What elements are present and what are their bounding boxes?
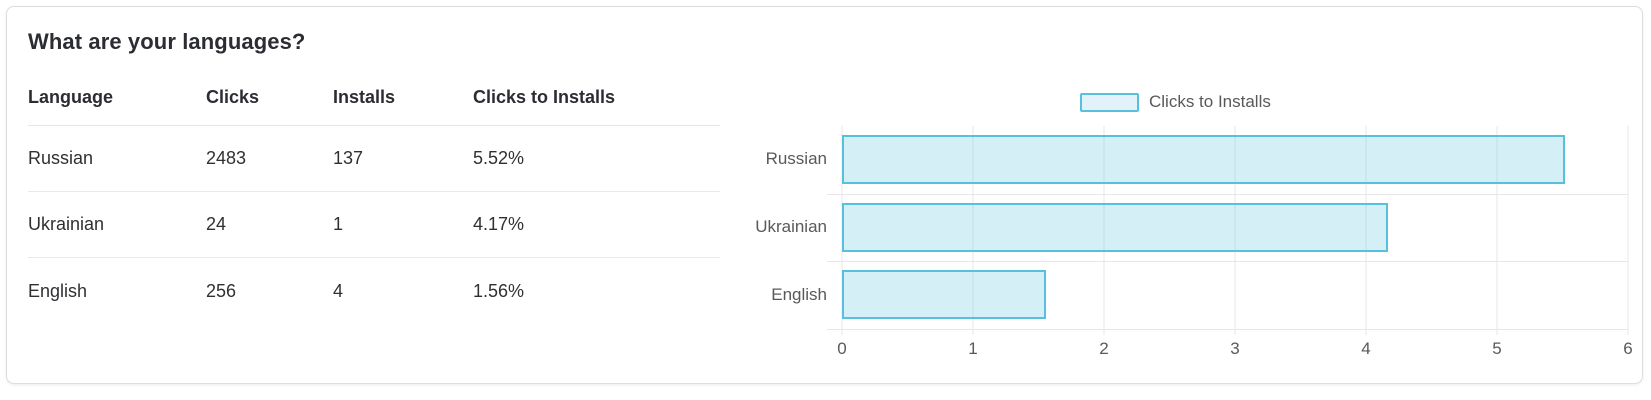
table-row: Russian 2483 137 5.52%: [28, 126, 720, 192]
x-tick-label: 4: [1361, 339, 1371, 358]
page-title: What are your languages?: [28, 29, 306, 54]
table-header-row: Language Clicks Installs Clicks to Insta…: [28, 70, 720, 126]
cell-ratio: 4.17%: [473, 214, 525, 234]
column-header-installs: Installs: [333, 87, 396, 107]
bar-russian[interactable]: [842, 135, 1566, 184]
column-header-clicks: Clicks: [206, 87, 260, 107]
gridline: [1496, 126, 1498, 335]
category-label-ukrainian: Ukrainian: [755, 217, 827, 236]
cell-installs: 4: [333, 280, 344, 301]
legend-label: Clicks to Installs: [1149, 92, 1271, 111]
x-axis-line: [827, 329, 1628, 330]
plot-area: [841, 126, 1629, 335]
x-axis-labels: 0 1 2 3 4 5 6: [837, 339, 1632, 361]
bar-english[interactable]: [842, 270, 1047, 319]
x-tick-label: 0: [837, 339, 847, 358]
cell-installs: 1: [333, 214, 344, 234]
column-header-clicks-to-installs: Clicks to Installs: [473, 87, 616, 107]
gridline: [1234, 126, 1236, 335]
cell-language: Ukrainian: [28, 214, 105, 234]
languages-table: Language Clicks Installs Clicks to Insta…: [28, 70, 720, 324]
column-header-language: Language: [28, 87, 114, 107]
chart-legend[interactable]: Clicks to Installs: [1080, 92, 1271, 112]
x-tick-label: 2: [1099, 339, 1109, 358]
cell-language: English: [28, 280, 88, 301]
x-tick-label: 6: [1623, 339, 1633, 358]
cell-clicks: 256: [206, 280, 237, 301]
bar-ukrainian[interactable]: [842, 203, 1389, 252]
cell-installs: 137: [333, 148, 364, 168]
cell-ratio: 5.52%: [473, 148, 525, 168]
languages-card: What are your languages? Language Clicks…: [6, 6, 1643, 384]
x-tick-label: 5: [1492, 339, 1502, 358]
legend-swatch: [1080, 92, 1139, 112]
cell-clicks: 2483: [206, 148, 247, 168]
cell-language: Russian: [28, 148, 94, 168]
gridline: [1365, 126, 1367, 335]
table-row: Ukrainian 24 1 4.17%: [28, 192, 720, 258]
category-label-russian: Russian: [765, 149, 827, 168]
cell-clicks: 24: [206, 214, 227, 234]
table-row: English 256 4 1.56%: [28, 258, 720, 324]
gridline: [972, 126, 974, 335]
x-tick-label: 1: [968, 339, 978, 358]
x-tick-label: 3: [1230, 339, 1240, 358]
band-separator-line: [827, 261, 1628, 262]
category-label-english: English: [771, 285, 827, 304]
gridline: [1103, 126, 1105, 335]
cell-ratio: 1.56%: [473, 280, 525, 301]
band-separator-line: [827, 194, 1628, 195]
gridline: [1627, 126, 1629, 335]
